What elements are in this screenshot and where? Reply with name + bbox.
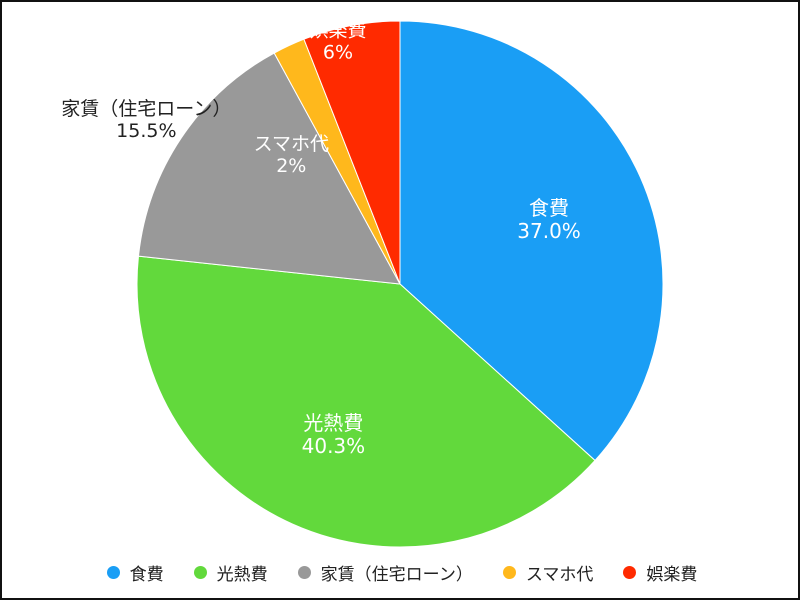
legend-swatch [623,565,637,579]
legend-item: 家賃（住宅ローン） [297,560,473,585]
legend-label: 食費 [129,564,164,585]
slice-value-label: 40.3% [302,434,366,458]
slice-label: 食費 [529,196,569,220]
legend-item: 光熱費 [193,560,268,585]
legend-swatch [502,565,516,579]
pie-slice [136,255,596,548]
slice-value-label: 37.0% [517,219,581,243]
legend-item: スマホ代 [502,560,594,585]
legend: 食費 光熱費 家賃（住宅ローン） スマホ代 娯楽費 [2,554,800,590]
slice-value-label: 15.5% [116,120,176,142]
legend-label: 家賃（住宅ローン） [320,564,473,585]
legend-swatch [193,565,207,579]
pie-slice [137,52,401,285]
slice-label: 光熱費 [303,411,363,435]
legend-label: 光熱費 [216,564,268,585]
legend-item: 娯楽費 [623,560,697,585]
slice-value-label: 6% [323,41,353,63]
legend-item: 食費 [106,560,164,585]
pie-slice [303,20,401,285]
slice-value-label: 2% [276,155,306,177]
legend-label: スマホ代 [525,564,594,585]
legend-swatch [297,565,311,579]
slice-label: スマホ代 [254,133,329,155]
legend-label: 娯楽費 [646,564,698,585]
slice-label: 娯楽費 [309,19,366,41]
pie-slice [399,20,664,462]
slice-label: 家賃（住宅ローン） [61,98,231,120]
legend-swatch [106,565,120,579]
